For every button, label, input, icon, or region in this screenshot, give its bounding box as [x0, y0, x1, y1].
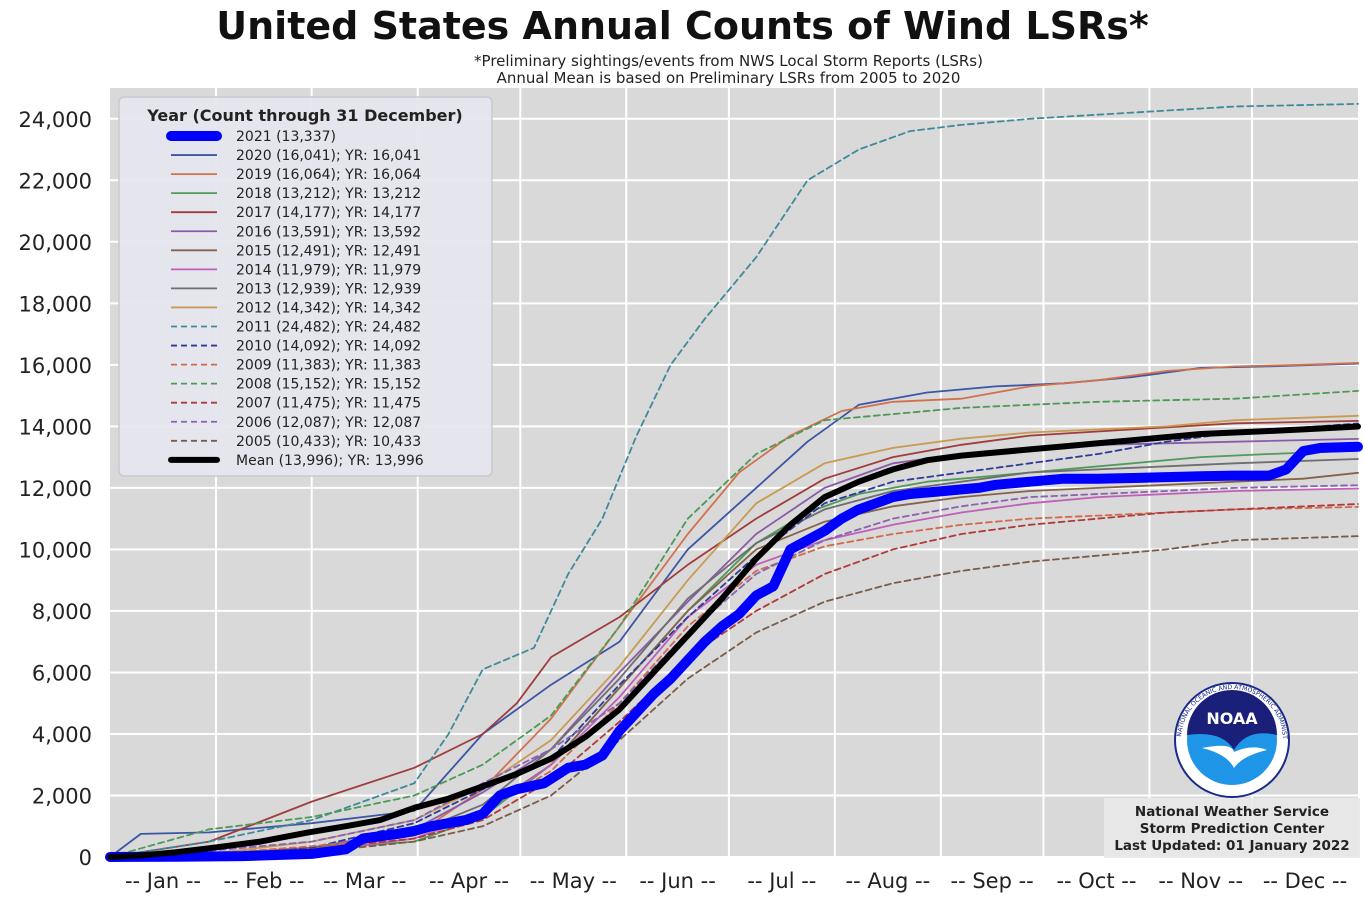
series-line [109, 390, 1359, 858]
x-tick-label: -- Sep -- [951, 869, 1034, 893]
series-lines [105, 103, 1363, 862]
y-tick-label: 2,000 [32, 784, 92, 808]
x-tick-label: -- Oct -- [1056, 869, 1136, 893]
series-line [109, 362, 1359, 858]
x-tick-label: -- Apr -- [429, 869, 509, 893]
series-line [109, 535, 1359, 858]
legend-label: 2005 (10,433); YR: 10,433 [236, 434, 421, 450]
series-line [109, 487, 1359, 858]
series-line [105, 441, 1363, 862]
legend-label: 2006 (12,087); YR: 12,087 [236, 415, 421, 431]
legend-title: Year (Count through 31 December) [146, 106, 462, 125]
credit-line-3: Last Updated: 01 January 2022 [1114, 838, 1350, 854]
legend-label: 2015 (12,491); YR: 12,491 [236, 243, 421, 259]
x-tick-label: -- Jul -- [747, 869, 816, 893]
y-tick-label: 4,000 [32, 723, 92, 747]
y-tick-label: 20,000 [19, 231, 92, 255]
y-tick-label: 0 [79, 846, 92, 870]
x-tick-label: -- Feb -- [223, 869, 304, 893]
legend-label: 2008 (15,152); YR: 15,152 [236, 377, 421, 393]
legend-label: 2007 (11,475); YR: 11,475 [236, 396, 421, 412]
credit-line-2: Storm Prediction Center [1139, 821, 1325, 837]
y-tick-label: 16,000 [19, 354, 92, 378]
series-line [109, 503, 1359, 858]
logo-bird [1202, 745, 1267, 768]
y-tick-label: 12,000 [19, 477, 92, 501]
legend-label: 2011 (24,482); YR: 24,482 [236, 320, 421, 336]
x-tick-label: -- Mar -- [323, 869, 406, 893]
series-line [107, 423, 1361, 860]
chart-subtitle-2: Annual Mean is based on Preliminary LSRs… [496, 69, 961, 87]
chart-subtitle-1: *Preliminary sightings/events from NWS L… [474, 52, 983, 70]
legend-label: 2020 (16,041); YR: 16,041 [236, 148, 421, 164]
legend-label: 2013 (12,939); YR: 12,939 [236, 281, 421, 297]
y-tick-label: 10,000 [19, 538, 92, 562]
y-tick-label: 22,000 [19, 169, 92, 193]
legend-label: 2012 (14,342); YR: 14,342 [236, 300, 421, 316]
x-tick-label: -- Jun -- [639, 869, 715, 893]
legend-label: 2014 (11,979); YR: 11,979 [236, 262, 421, 278]
legend-label: 2018 (13,212); YR: 13,212 [236, 186, 421, 202]
x-tick-label: -- Nov -- [1158, 869, 1243, 893]
legend: Year (Count through 31 December) 2021 (13… [118, 96, 493, 477]
series-line [109, 103, 1359, 858]
y-tick-label: 18,000 [19, 292, 92, 316]
y-tick-label: 24,000 [19, 108, 92, 132]
legend-label: Mean (13,996); YR: 13,996 [236, 453, 424, 469]
y-tick-label: 8,000 [32, 600, 92, 624]
logo-bird-sky [1187, 690, 1277, 750]
legend-label: 2017 (14,177); YR: 14,177 [236, 205, 421, 221]
credit-line-1: National Weather Service [1134, 804, 1330, 820]
series-line [109, 449, 1359, 858]
x-tick-label: -- May -- [530, 869, 617, 893]
legend-label: 2019 (16,064); YR: 16,064 [236, 167, 421, 183]
chart-title: United States Annual Counts of Wind LSRs… [216, 4, 1149, 48]
legend-label: 2010 (14,092); YR: 14,092 [236, 339, 421, 355]
legend-label: 2009 (11,383); YR: 11,383 [236, 358, 421, 374]
series-line [109, 420, 1359, 858]
y-tick-label: 14,000 [19, 415, 92, 439]
legend-label: 2016 (13,591); YR: 13,592 [236, 224, 421, 240]
y-axis: 0 2,000 4,000 6,000 8,000 10,000 12,000 14,000 1… [19, 108, 92, 870]
series-line [109, 484, 1359, 858]
legend-box [118, 96, 493, 477]
x-axis: -- Jan -- -- Feb -- -- Mar -- -- Apr -- -- M… [125, 869, 1347, 893]
x-tick-label: -- Aug -- [846, 869, 931, 893]
x-tick-label: -- Dec -- [1263, 869, 1347, 893]
x-tick-label: -- Jan -- [125, 869, 201, 893]
credit-box: National Weather Service Storm Predictio… [1104, 798, 1360, 858]
legend-label: 2021 (13,337) [236, 129, 336, 145]
y-tick-label: 6,000 [32, 661, 92, 685]
logo-text: NOAA [1206, 709, 1258, 728]
